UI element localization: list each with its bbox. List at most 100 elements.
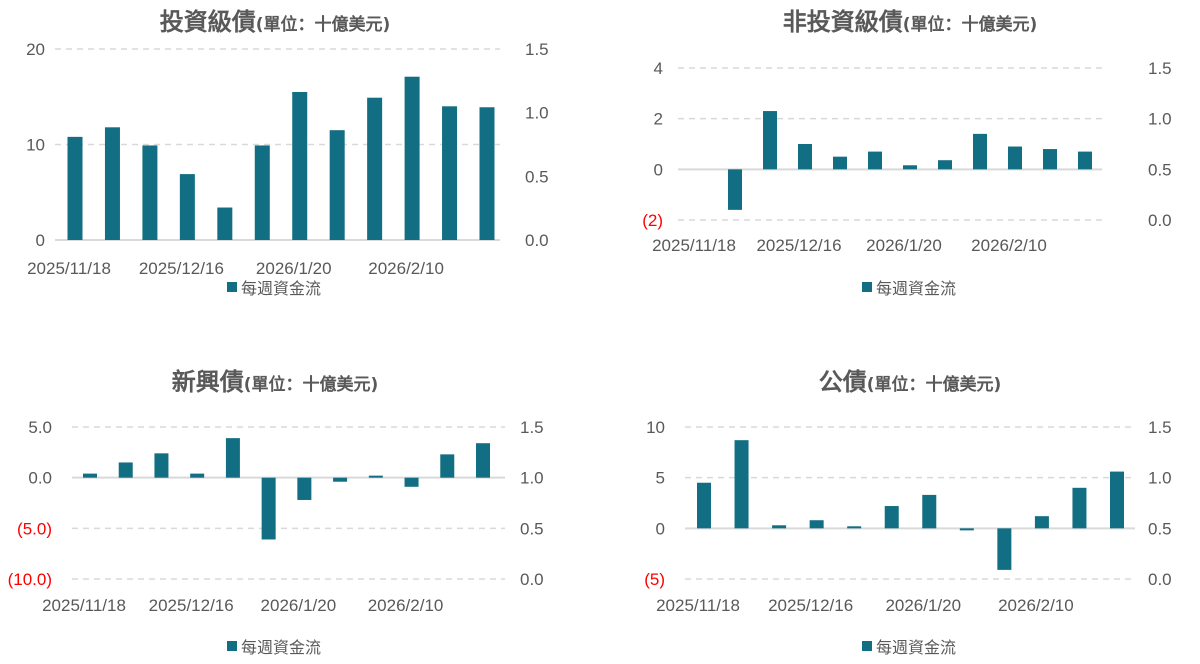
title-text: 投資級債 — [160, 8, 256, 36]
bar — [734, 440, 749, 529]
x-tick-label: 2025/12/16 — [756, 236, 841, 255]
bar — [938, 160, 952, 170]
legend-label: 每週資金流 — [241, 279, 321, 298]
y2-tick-label: 0.5 — [520, 519, 544, 538]
x-tick-label: 2026/1/20 — [866, 236, 942, 255]
emerging-market-chart: 新興債(單位：十億美元) (10.0) (5.0) 0.0 5.0 0.0 0.5 1.0 1.… — [8, 368, 544, 657]
bar — [973, 133, 987, 170]
y2-tick-label: 0.0 — [1148, 570, 1172, 589]
bar — [217, 207, 233, 240]
bar — [922, 494, 937, 529]
bar — [1110, 471, 1124, 529]
investment-grade-chart: 投資級債(單位：十億美元) 0 10 20 0.0 0.5 1.0 1.5 2025/11/18… — [26, 8, 549, 298]
bar — [1043, 149, 1057, 170]
y-tick-label: 5 — [656, 469, 665, 488]
x-tick-label: 2025/12/16 — [768, 596, 853, 615]
y2-tick-label: 1.0 — [525, 104, 549, 123]
y2-tick-label: 1.5 — [1148, 418, 1172, 437]
chart-title: 非投資級債(單位：十億美元) — [783, 8, 1038, 36]
y2-tick-label: 0.5 — [1148, 519, 1172, 538]
bar — [190, 473, 205, 478]
y-tick-label: 0.0 — [28, 469, 52, 488]
bar — [368, 475, 383, 478]
y2-tick-label: 0.5 — [1148, 160, 1172, 179]
y-tick-label: (5.0) — [17, 519, 52, 538]
legend: 每週資金流 — [862, 279, 956, 298]
bar — [847, 526, 862, 529]
bar — [1034, 516, 1049, 529]
bar — [1072, 487, 1087, 529]
bar — [404, 477, 419, 487]
legend-swatch — [862, 282, 872, 292]
bar — [225, 438, 240, 478]
legend-label: 每週資金流 — [876, 279, 956, 298]
x-tick-label: 2025/11/18 — [42, 596, 126, 615]
bar — [154, 453, 169, 478]
bar — [142, 145, 158, 240]
title-unit: (單位：十億美元) — [903, 14, 1038, 35]
y-tick-label: 4 — [654, 59, 663, 78]
x-tick-label: 2025/11/18 — [656, 596, 740, 615]
y2-tick-label: 1.5 — [525, 40, 549, 59]
bar — [1078, 151, 1092, 170]
legend-label: 每週資金流 — [876, 638, 956, 657]
bar — [67, 136, 83, 240]
x-tick-label: 2026/1/20 — [885, 596, 961, 615]
chart-title: 新興債(單位：十億美元) — [172, 368, 379, 396]
y-tick-label: 2 — [654, 110, 663, 129]
title-unit: (單位：十億美元) — [867, 374, 1002, 395]
bar — [809, 520, 824, 529]
title-text: 公債 — [819, 368, 867, 396]
chart-title: 投資級債(單位：十億美元) — [160, 8, 391, 36]
legend-swatch — [227, 641, 237, 651]
bar — [179, 174, 195, 240]
bar — [440, 454, 455, 478]
bar — [442, 106, 458, 240]
x-tick-label: 2026/2/10 — [368, 596, 444, 615]
x-tick-label: 2026/2/10 — [368, 259, 444, 278]
bar — [959, 528, 974, 531]
bar — [1008, 146, 1022, 170]
bar — [798, 144, 812, 170]
y-tick-label: 10 — [26, 136, 45, 155]
legend-swatch — [227, 282, 237, 292]
bar — [884, 506, 899, 529]
bar — [479, 107, 495, 240]
title-unit: (單位：十億美元) — [244, 374, 379, 395]
y2-tick-label: 0.0 — [520, 570, 544, 589]
y2-tick-label: 1.0 — [520, 469, 544, 488]
x-tick-label: 2026/2/10 — [998, 596, 1074, 615]
legend: 每週資金流 — [862, 638, 956, 657]
y-tick-label: 20 — [26, 40, 45, 59]
bar — [261, 477, 276, 540]
y2-tick-label: 1.0 — [1148, 469, 1172, 488]
government-chart: 公債(單位：十億美元) (5) 0 5 10 0.0 0.5 1.0 1.5 2025/11/18… — [644, 368, 1171, 657]
y2-tick-label: 0.0 — [525, 231, 549, 250]
bar — [697, 482, 711, 529]
legend: 每週資金流 — [227, 638, 321, 657]
y-tick-label: (2) — [642, 211, 663, 230]
title-text: 非投資級債 — [783, 8, 903, 36]
y2-tick-label: 0.5 — [525, 167, 549, 186]
chart-title: 公債(單位：十億美元) — [819, 368, 1002, 396]
title-unit: (單位：十億美元) — [256, 14, 391, 35]
bar — [367, 97, 383, 240]
y-tick-label: (5) — [644, 570, 665, 589]
bar — [903, 165, 917, 170]
x-tick-label: 2026/2/10 — [971, 236, 1047, 255]
bar — [297, 477, 312, 500]
x-tick-label: 2026/1/20 — [256, 259, 332, 278]
bar — [772, 525, 787, 529]
x-tick-label: 2026/1/20 — [261, 596, 337, 615]
y-tick-label: 5.0 — [28, 418, 52, 437]
bar — [329, 130, 345, 240]
bar — [104, 127, 120, 240]
legend: 每週資金流 — [227, 279, 321, 298]
bar — [728, 169, 742, 210]
y-tick-label: (10.0) — [8, 570, 52, 589]
bar — [476, 443, 490, 478]
y-tick-label: 0 — [36, 231, 45, 250]
y-tick-label: 0 — [654, 160, 663, 179]
y-tick-label: 0 — [656, 519, 665, 538]
